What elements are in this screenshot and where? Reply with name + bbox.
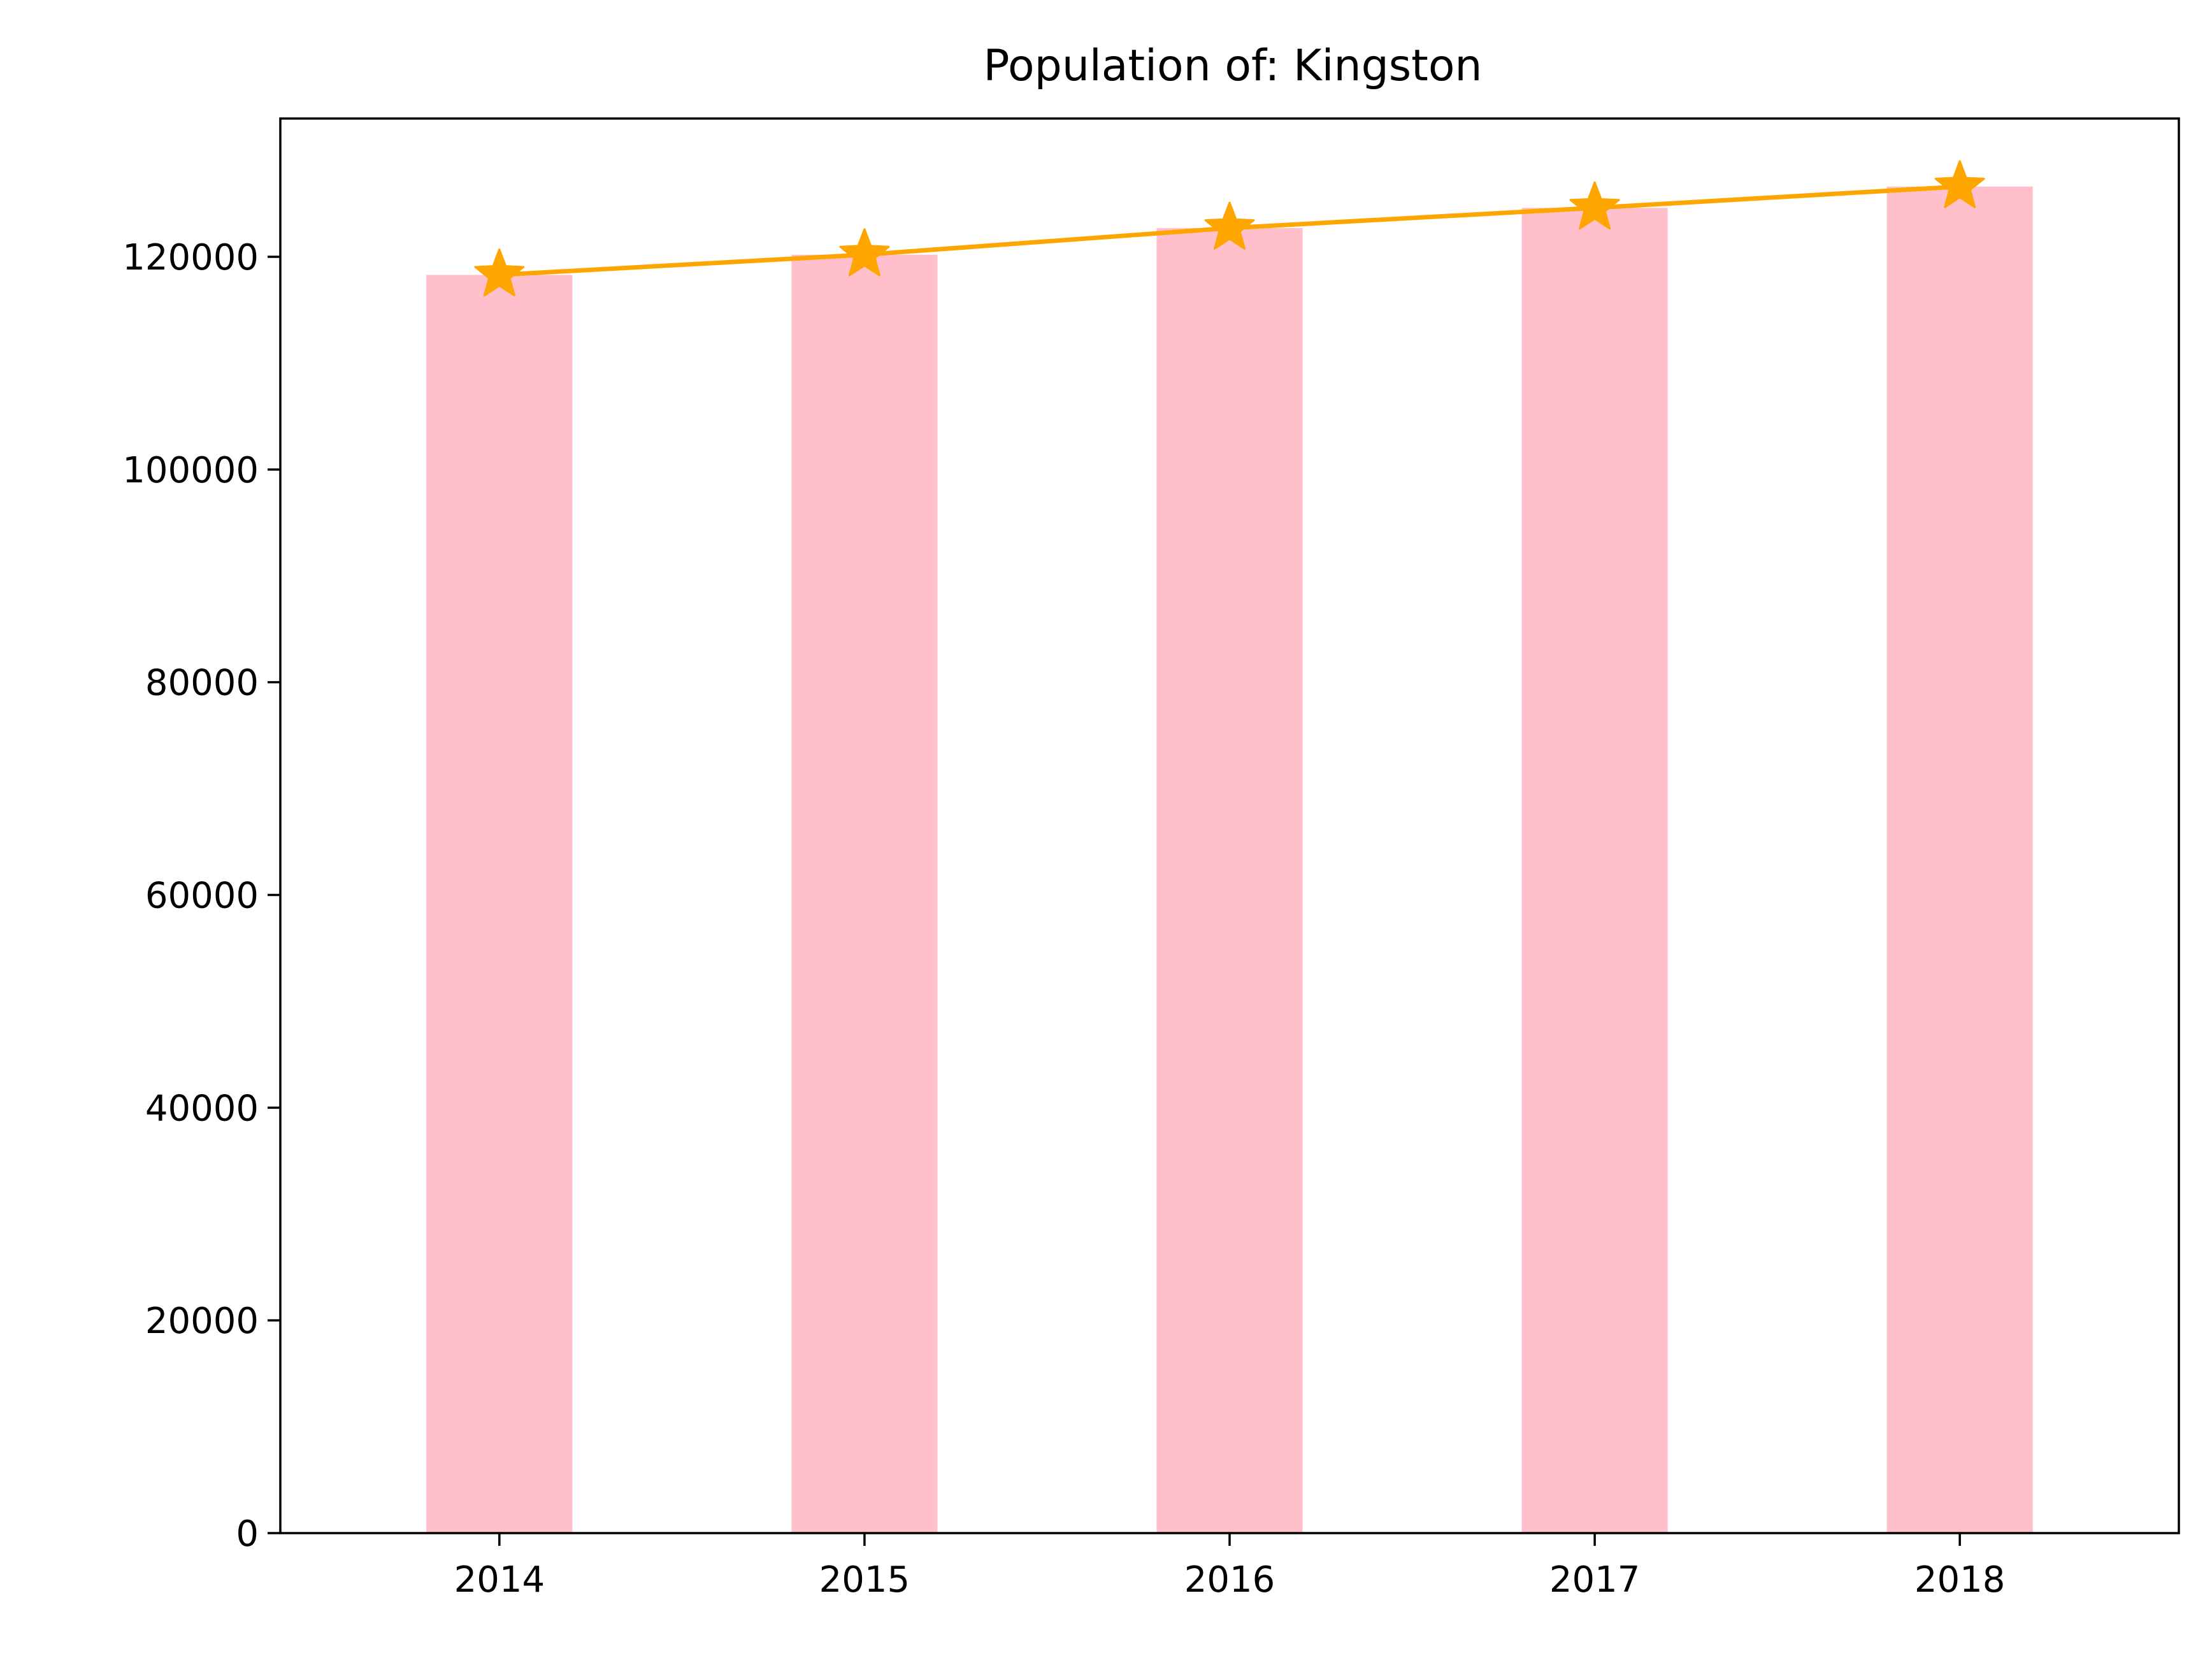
y-tick-label-0: 0 [236, 1513, 259, 1555]
bar-2015 [791, 254, 938, 1534]
x-tick-label-2014: 2014 [454, 1559, 545, 1601]
star-marker-2015 [839, 228, 890, 277]
y-tick-label-60000: 60000 [145, 875, 259, 916]
x-tick-label-2016: 2016 [1184, 1559, 1275, 1601]
y-tick-label-100000: 100000 [122, 450, 259, 491]
bar-2018 [1886, 186, 2033, 1533]
bar-2014 [426, 275, 573, 1533]
y-tick-label-40000: 40000 [145, 1088, 259, 1129]
star-marker-2014 [474, 248, 525, 297]
star-marker-2017 [1569, 181, 1620, 230]
axes-layer: 0 20000 40000 60000 80000 100000 120000 2014 201… [122, 117, 2180, 1601]
chart-title: Population of: Kingston [983, 41, 1482, 91]
y-tick-label-80000: 80000 [145, 663, 259, 704]
bar-2016 [1156, 227, 1303, 1534]
x-tick-label-2015: 2015 [819, 1559, 910, 1601]
star-marker-2018 [1934, 160, 1985, 208]
x-tick-label-2018: 2018 [1914, 1559, 2006, 1601]
x-tick-label-2017: 2017 [1549, 1559, 1641, 1601]
line-layer [474, 160, 1985, 297]
bar-2017 [1521, 208, 1668, 1534]
y-tick-label-20000: 20000 [145, 1301, 259, 1342]
star-marker-2016 [1204, 201, 1255, 250]
y-tick-label-120000: 120000 [122, 237, 259, 278]
bars-layer [426, 186, 2033, 1534]
